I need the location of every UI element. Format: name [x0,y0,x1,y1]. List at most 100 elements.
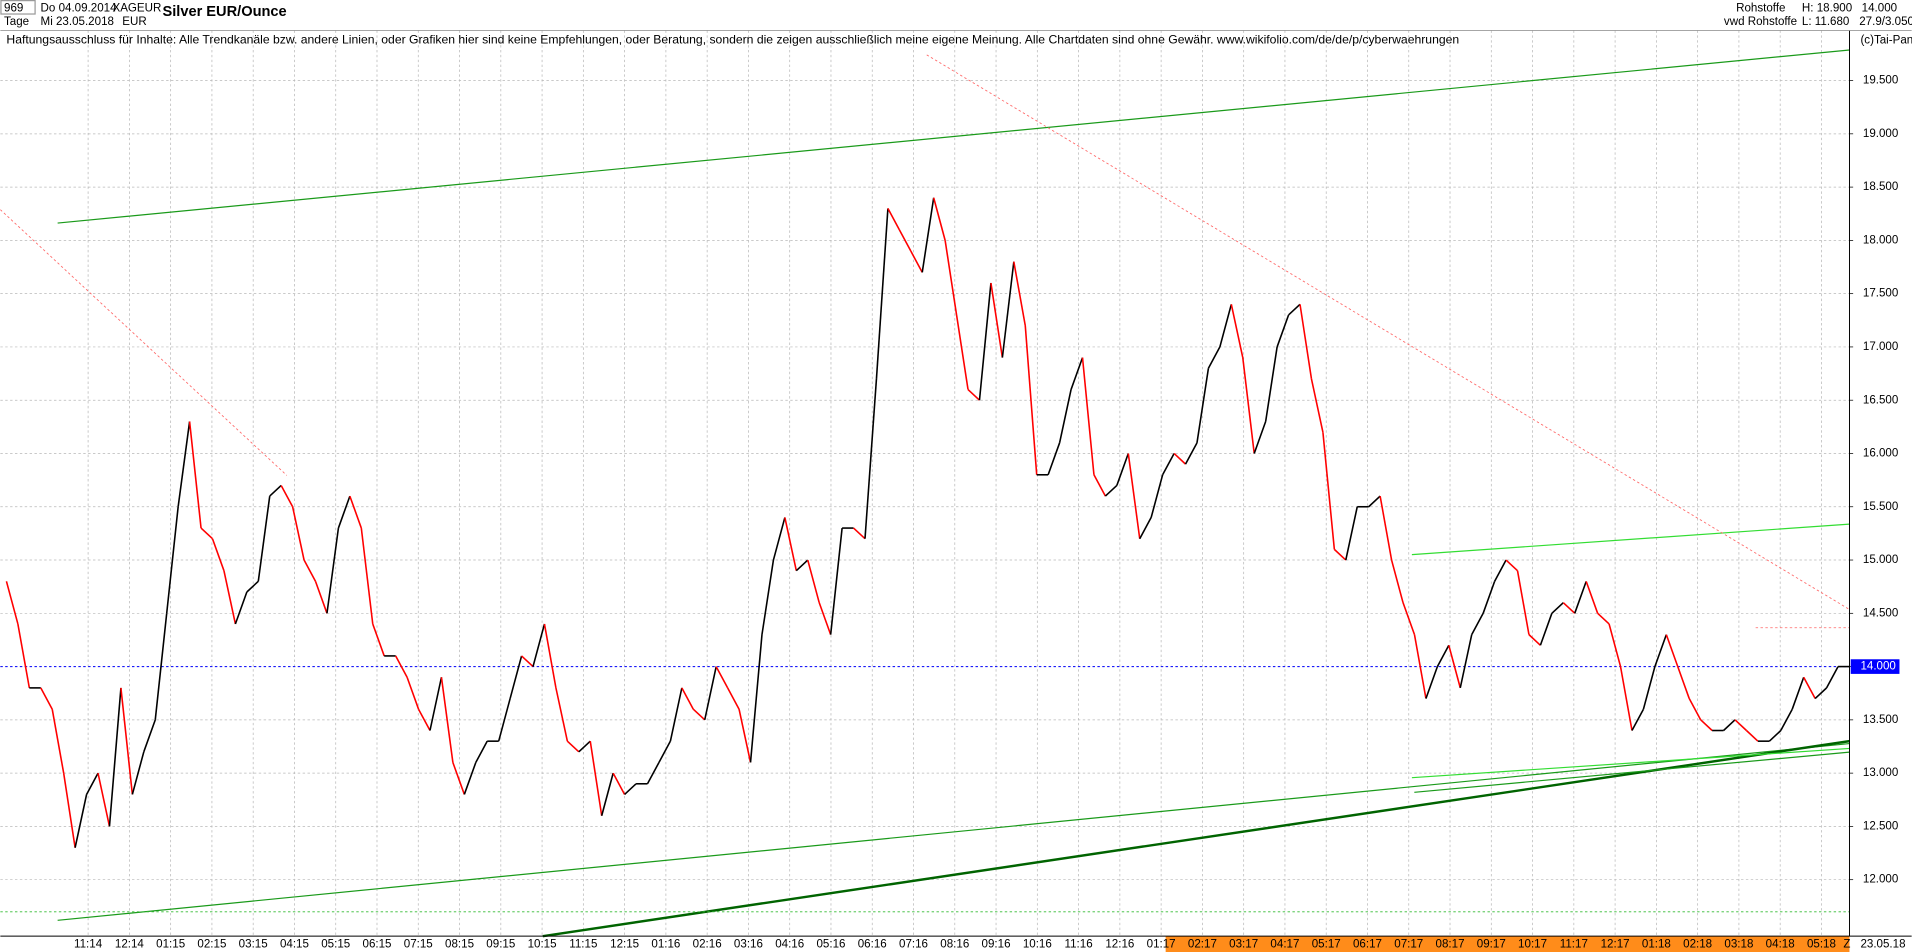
x-tick-label: 12:17 [1601,939,1630,951]
price-segment [1047,442,1061,476]
price-segment [74,794,88,848]
change: 27.9/3.050 [1859,16,1912,28]
price-segment [326,527,340,614]
x-tick-label: 12:16 [1105,939,1134,951]
price-segment [624,783,637,796]
price-segment [188,421,202,529]
price-segment [795,559,809,572]
disclaimer: Haftungsausschluss für Inhalte: Alle Tre… [6,32,1459,46]
price-segment [120,687,134,795]
price-segment [1528,634,1541,646]
price-segment [1093,474,1107,497]
y-tick-label: 19.500 [1863,75,1898,87]
price-segment [1241,357,1256,454]
price-series [5,197,1850,848]
x-tick-label: 02:17 [1188,939,1217,951]
copyright: (c)Tai-Pan [1860,34,1912,46]
price-segment [475,740,488,763]
price-segment [703,666,717,721]
price-segment [646,762,660,785]
x-tick-label: 06:17 [1353,939,1382,951]
price-segment [1013,261,1027,326]
price-segment [1150,474,1164,518]
price-segment [1264,346,1278,422]
x-tick-label: 12:15 [610,939,639,951]
price-segment [658,740,672,763]
bars-box[interactable] [0,0,36,15]
price-segment [566,740,580,753]
price-segment [932,197,946,241]
price-segment [1516,570,1530,635]
price-segment [1700,719,1713,732]
price-segment [715,666,729,689]
price-segment [1791,676,1805,710]
price-segment [1116,453,1130,486]
price-segment [806,559,820,603]
price-segment [349,495,363,529]
x-tick-label: 11:14 [74,939,103,951]
price-segment [314,581,328,614]
price-segment [612,772,626,795]
current-box [1850,659,1900,674]
period[interactable]: Tage [4,16,29,28]
price-segment [1482,581,1496,614]
zoom[interactable]: Z [1843,939,1850,951]
price-segment [1608,623,1622,667]
x-tick-label: 02:18 [1683,939,1712,951]
bars[interactable]: 969 [4,3,23,15]
y-tick-label: 18.000 [1863,234,1898,246]
price-segment [875,208,889,379]
price-segment [543,623,557,689]
x-tick-label: 05:16 [816,939,845,951]
price-segment [143,719,157,753]
y-tick-label: 17.000 [1863,341,1898,353]
x-tick-label: 06:16 [858,939,887,951]
price-segment [360,527,374,625]
price-segment [1207,346,1221,369]
price-segment [1631,708,1645,731]
current-label: 14.000 [1860,661,1895,673]
period-highlight [1165,936,1850,952]
x-tick-label: 11:15 [569,939,597,951]
price-segment [1425,666,1439,699]
price-segment [463,762,477,795]
currency: EUR [122,16,146,28]
price-segment [51,709,65,774]
price-segment [1493,559,1507,582]
price-segment [269,484,282,497]
price-segment [1024,325,1038,475]
price-segment [1654,634,1668,667]
price-segment [978,282,992,401]
price-segment [555,687,569,742]
price-segment [1471,612,1484,635]
price-segment [1734,719,1748,732]
price-segment [1780,708,1793,731]
price-segment [578,740,591,753]
price-segment [62,773,76,848]
x-tick-label: 01:18 [1642,939,1671,951]
price-segment [497,698,511,742]
price-segment [246,580,259,593]
last: 14.000 [1862,3,1897,15]
price-segment [1562,602,1576,614]
price-segment [211,538,225,571]
x-tick-label: 07:15 [404,939,433,951]
price-segment [726,687,740,710]
price-segment [1173,452,1187,465]
x-tick-label: 02:16 [693,939,722,951]
price-segment [1161,453,1175,476]
x-tick-label: 01:16 [651,939,680,951]
x-tick-label: 04:18 [1766,939,1795,951]
trend-lines [0,49,1850,938]
x-tick-label: 01:17 [1147,939,1176,951]
price-segment [1196,368,1210,443]
price-segment [772,517,786,561]
price-segment [257,495,271,582]
price-segment [818,602,832,635]
price-segment [429,677,443,731]
price-segment [1723,719,1736,732]
price-segment [1597,612,1610,625]
